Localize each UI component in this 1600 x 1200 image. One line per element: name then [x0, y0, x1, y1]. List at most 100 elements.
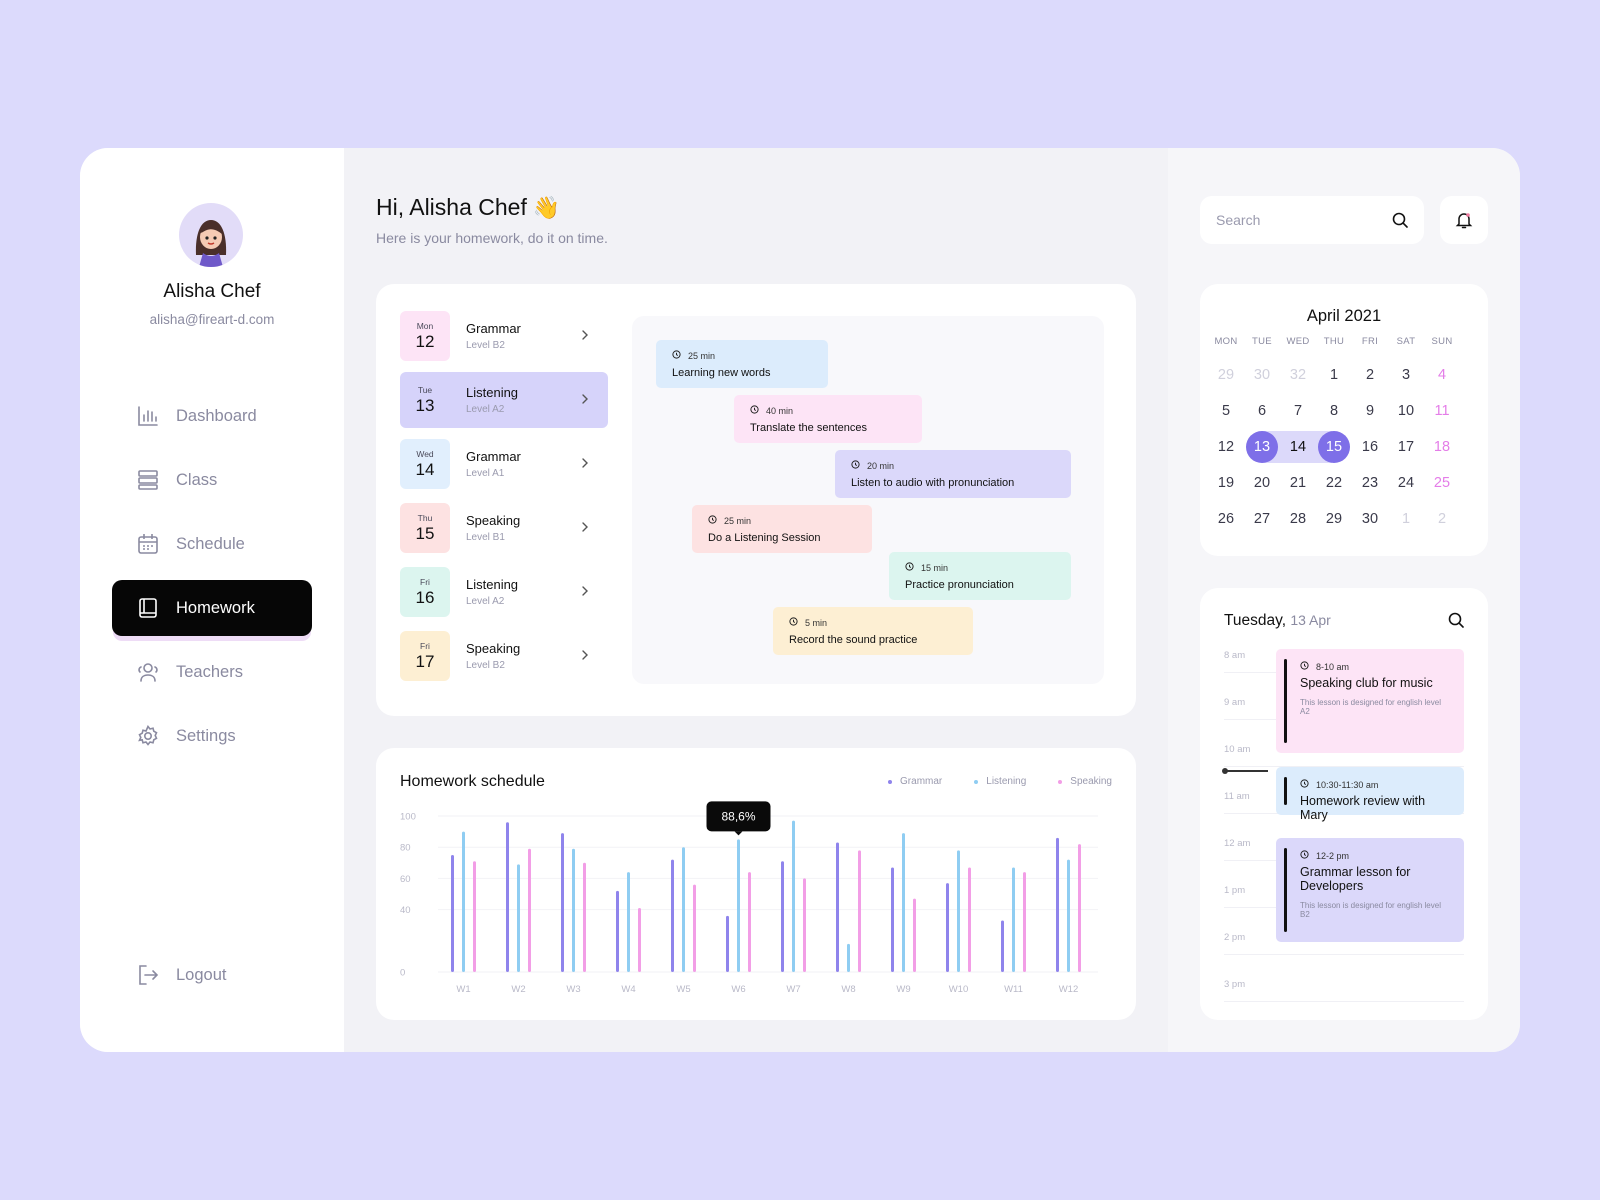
chart-bar[interactable]: [462, 831, 465, 972]
homework-item[interactable]: Thu 15 Speaking Level B1: [400, 500, 608, 556]
schedule-event[interactable]: 8-10 am Speaking club for music This lesso…: [1276, 649, 1464, 753]
chart-bar[interactable]: [572, 848, 575, 972]
chart-bar[interactable]: [1023, 872, 1026, 972]
calendar-day[interactable]: 30: [1361, 511, 1379, 527]
chevron-right-icon[interactable]: [578, 584, 592, 598]
task-item[interactable]: 20 min Listen to audio with pronunciation: [835, 450, 1071, 498]
calendar-day[interactable]: 29: [1217, 367, 1235, 383]
chart-bar[interactable]: [913, 898, 916, 972]
chart-bar[interactable]: [671, 859, 674, 972]
search-input[interactable]: [1216, 212, 1376, 228]
calendar-day[interactable]: 17: [1397, 439, 1415, 455]
schedule-event[interactable]: 10:30-11:30 am Homework review with Mary: [1276, 767, 1464, 822]
chart-bar[interactable]: [968, 867, 971, 972]
calendar-day[interactable]: 2: [1437, 511, 1447, 527]
chart-bar[interactable]: [451, 855, 454, 972]
chart-bar[interactable]: [583, 862, 586, 972]
chart-bar[interactable]: [726, 915, 729, 972]
nav-item-homework[interactable]: Homework: [112, 580, 312, 636]
calendar-day[interactable]: 5: [1221, 403, 1231, 419]
chart-bar[interactable]: [561, 833, 564, 972]
task-item[interactable]: 40 min Translate the sentences: [734, 395, 922, 443]
calendar-day[interactable]: 24: [1397, 475, 1415, 491]
logout-button[interactable]: Logout: [112, 955, 312, 995]
calendar-day[interactable]: 9: [1365, 403, 1375, 419]
avatar[interactable]: [179, 203, 243, 267]
calendar-day[interactable]: 8: [1329, 403, 1339, 419]
calendar-day[interactable]: 27: [1253, 511, 1271, 527]
chart-bar[interactable]: [902, 833, 905, 972]
calendar-day[interactable]: 16: [1361, 439, 1379, 455]
chart-bar[interactable]: [847, 943, 850, 972]
chart-bar[interactable]: [528, 848, 531, 972]
search-icon[interactable]: [1448, 612, 1464, 633]
nav-item-schedule[interactable]: Schedule: [112, 516, 312, 572]
chevron-right-icon[interactable]: [578, 520, 592, 534]
homework-item[interactable]: Fri 16 Listening Level A2: [400, 564, 608, 620]
chart-bar[interactable]: [792, 820, 795, 972]
calendar-day[interactable]: 26: [1217, 511, 1235, 527]
chart-bar[interactable]: [1012, 867, 1015, 972]
calendar-day[interactable]: 25: [1433, 475, 1451, 491]
calendar-day[interactable]: 28: [1289, 511, 1307, 527]
chevron-right-icon[interactable]: [578, 328, 592, 342]
chart-bar[interactable]: [781, 861, 784, 972]
notifications-button[interactable]: [1440, 196, 1488, 244]
chart-bar[interactable]: [627, 872, 630, 972]
chart-bar[interactable]: [506, 822, 509, 972]
chart-bar[interactable]: [946, 883, 949, 972]
calendar-day[interactable]: 19: [1217, 475, 1235, 491]
calendar-day[interactable]: 18: [1433, 439, 1451, 455]
calendar-day[interactable]: 30: [1253, 367, 1271, 383]
calendar-day[interactable]: 14: [1289, 439, 1307, 455]
calendar-day[interactable]: 23: [1361, 475, 1379, 491]
chart-bar[interactable]: [858, 850, 861, 972]
task-item[interactable]: 5 min Record the sound practice: [773, 607, 973, 655]
calendar-day[interactable]: 29: [1325, 511, 1343, 527]
calendar-day[interactable]: 13: [1244, 429, 1280, 465]
calendar-day[interactable]: 32: [1289, 367, 1307, 383]
calendar-day[interactable]: 6: [1257, 403, 1267, 419]
task-item[interactable]: 25 min Learning new words: [656, 340, 828, 388]
chart-bar[interactable]: [836, 842, 839, 972]
calendar-day[interactable]: 12: [1217, 439, 1235, 455]
chart-bar[interactable]: [737, 839, 740, 972]
calendar-day[interactable]: 11: [1434, 403, 1450, 419]
calendar-day[interactable]: 1: [1329, 367, 1339, 383]
calendar-day[interactable]: 2: [1365, 367, 1375, 383]
chart-bar[interactable]: [517, 864, 520, 972]
calendar-day[interactable]: 4: [1437, 367, 1447, 383]
chart-bar[interactable]: [638, 908, 641, 972]
chart-bar[interactable]: [473, 861, 476, 972]
chevron-right-icon[interactable]: [578, 456, 592, 470]
homework-item[interactable]: Wed 14 Grammar Level A1: [400, 436, 608, 492]
chevron-right-icon[interactable]: [578, 392, 592, 406]
task-item[interactable]: 15 min Practice pronunciation: [889, 552, 1071, 600]
chart-bar[interactable]: [748, 872, 751, 972]
nav-item-teachers[interactable]: Teachers: [112, 644, 312, 700]
chart-bar[interactable]: [682, 847, 685, 972]
nav-item-class[interactable]: Class: [112, 452, 312, 508]
chart-bar[interactable]: [1001, 920, 1004, 972]
homework-item[interactable]: Fri 17 Speaking Level B2: [400, 628, 608, 684]
calendar-day[interactable]: 21: [1289, 475, 1307, 491]
chart-bar[interactable]: [1067, 859, 1070, 972]
chart-bar[interactable]: [693, 884, 696, 972]
calendar-day[interactable]: 3: [1401, 367, 1411, 383]
chart-bar[interactable]: [1056, 837, 1059, 972]
chart-bar[interactable]: [803, 878, 806, 972]
calendar-day[interactable]: 10: [1397, 403, 1415, 419]
task-item[interactable]: 25 min Do a Listening Session: [692, 505, 872, 553]
chart-bar[interactable]: [891, 867, 894, 972]
calendar-day[interactable]: 1: [1401, 511, 1411, 527]
homework-item[interactable]: Mon 12 Grammar Level B2: [400, 308, 608, 364]
homework-item[interactable]: Tue 13 Listening Level A2: [400, 372, 608, 428]
chart-bar[interactable]: [1078, 844, 1081, 972]
calendar-day[interactable]: 20: [1253, 475, 1271, 491]
calendar-day[interactable]: 22: [1325, 475, 1343, 491]
schedule-event[interactable]: 12-2 pm Grammar lesson for Developers This…: [1276, 838, 1464, 942]
chart-bar[interactable]: [957, 850, 960, 972]
chart-bar[interactable]: [616, 890, 619, 972]
nav-item-settings[interactable]: Settings: [112, 708, 312, 764]
calendar-day[interactable]: 7: [1293, 403, 1303, 419]
